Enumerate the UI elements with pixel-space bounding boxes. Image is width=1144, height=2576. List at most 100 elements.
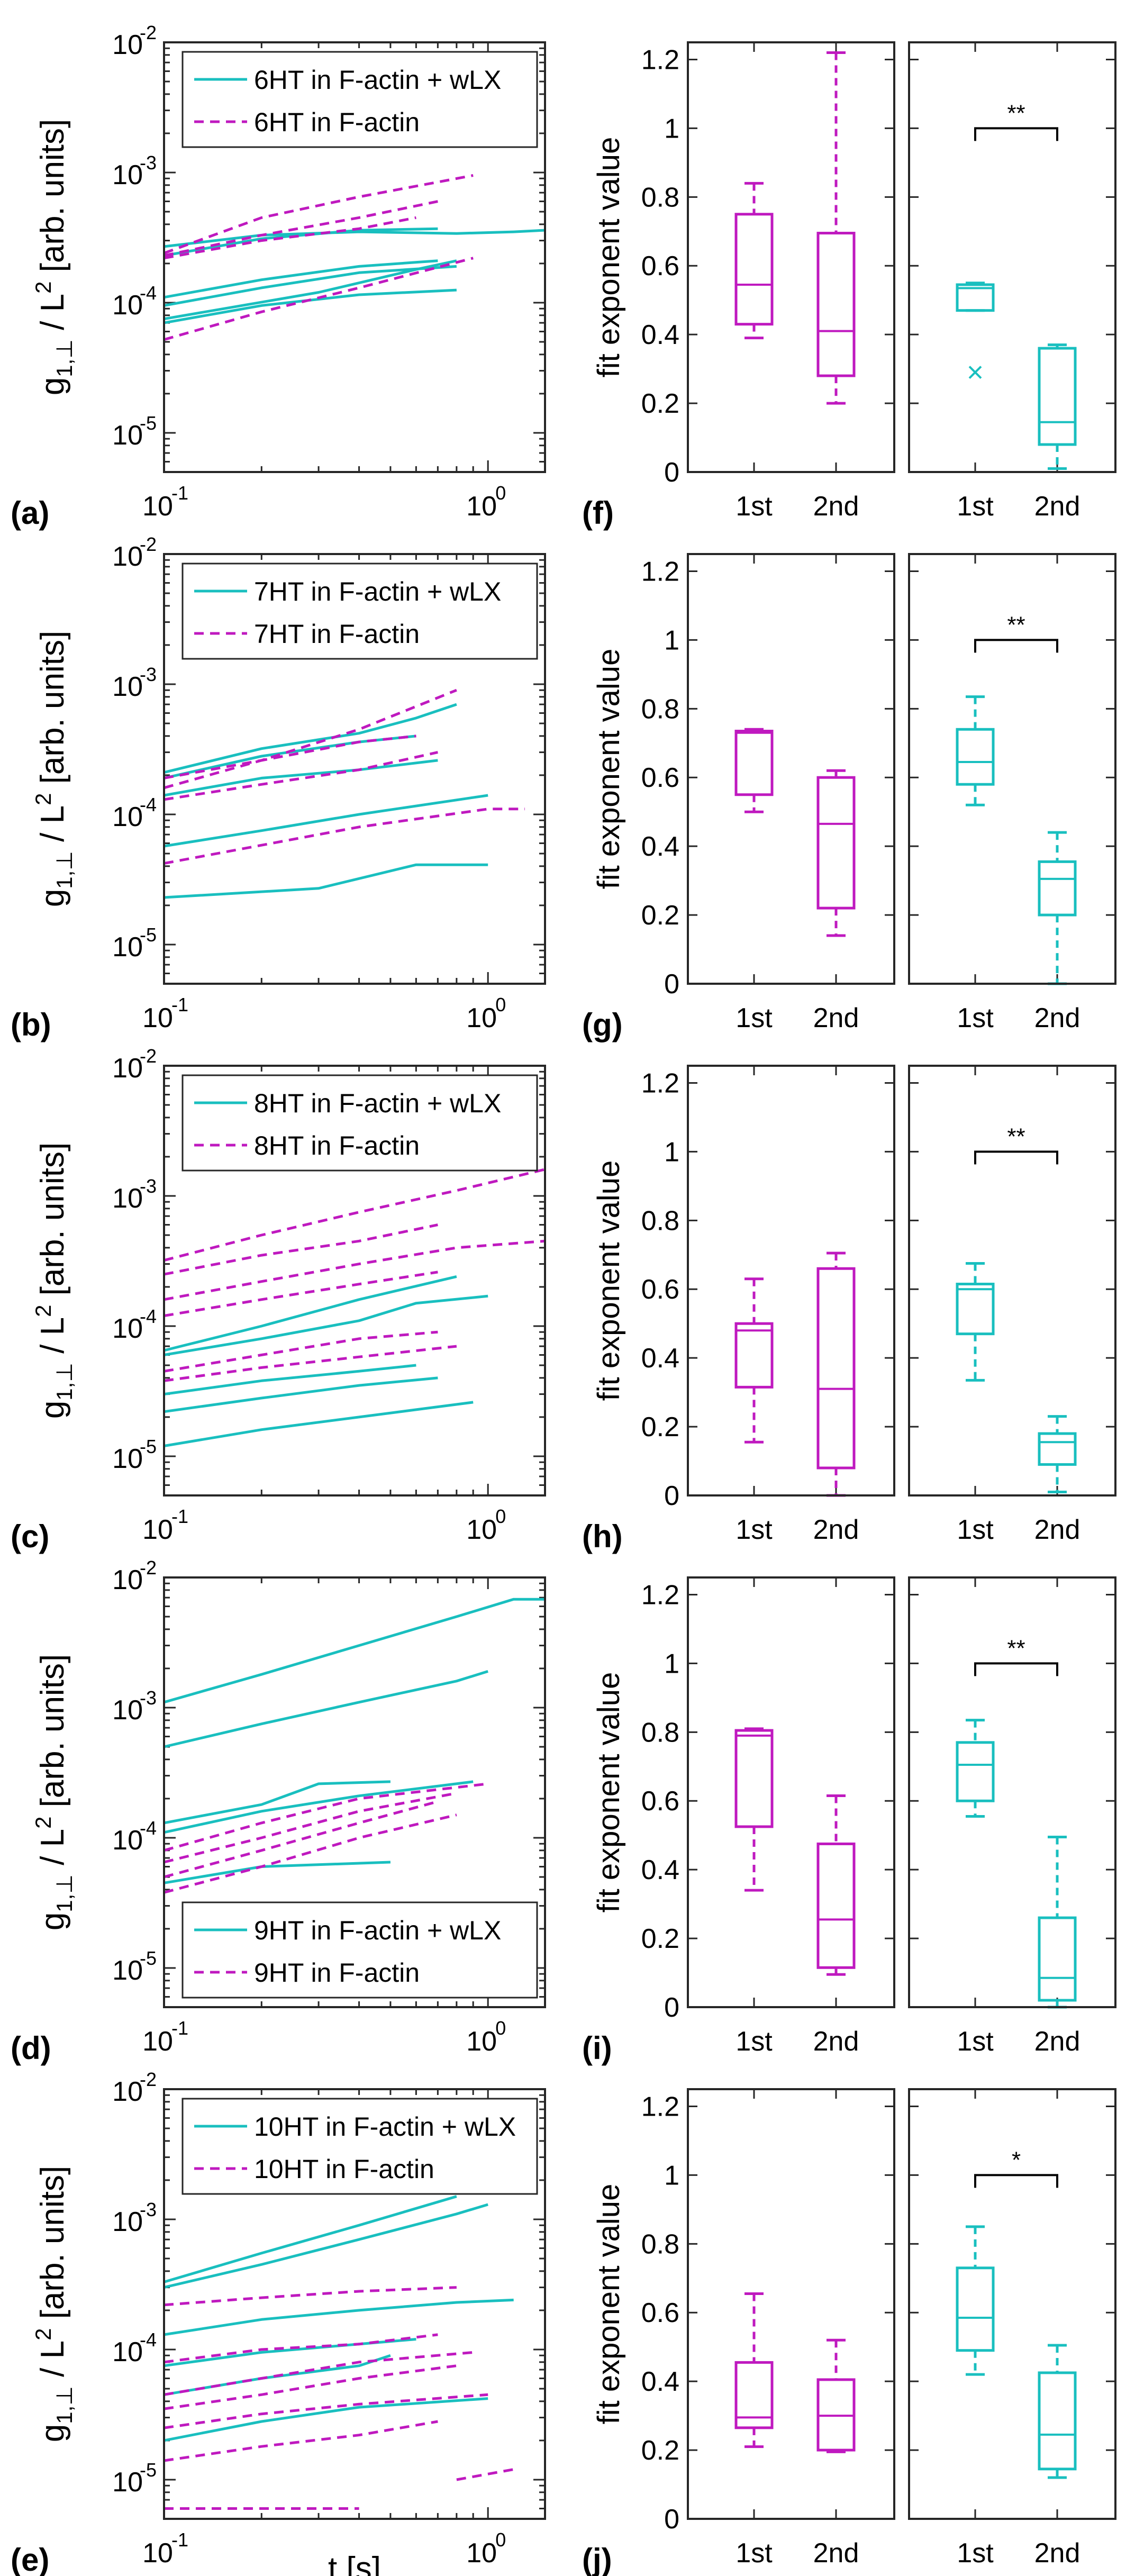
x-tick-exponent: 0 [495,994,506,1015]
y-axis-label-part: 2 [31,1305,56,1317]
panel-label: (f) [582,495,614,531]
y-axis-label-part: 2 [31,282,56,294]
y-axis-label-part: g [34,377,71,395]
series-line [164,1782,488,1852]
y-axis-label-part: 1,⊥ [52,1363,77,1401]
box-iqr [734,1322,774,1389]
x-tick-label: 1st [736,2026,773,2057]
box [1038,831,1077,985]
box [1038,1415,1077,1494]
x-tick-label: 2nd [1034,1514,1081,1545]
box-iqr [956,1282,995,1336]
series-line [164,1275,457,1352]
y-axis-label-part: 2 [31,1817,56,1829]
panel-label: (c) [11,1519,49,1554]
series-line [164,1294,488,1356]
significance-stars: ** [1007,1635,1025,1661]
x-tick-label: 10 [142,491,173,522]
axis-ticks [909,2089,1115,2520]
y-axis-label-part: / L [34,1317,71,1363]
series-line [164,259,438,299]
series-line [164,1780,474,1834]
y-tick-label: 1.2 [641,556,679,587]
x-tick-label: 10 [142,2026,173,2057]
x-tick-label: 2nd [813,1514,859,1545]
significance-bracket [974,1150,1058,1165]
y-tick-label: 10 [112,420,143,451]
box [956,2225,995,2376]
y-tick-label: 10 [112,541,143,572]
series-line [164,2338,416,2368]
significance-bracket [974,1662,1058,1676]
y-tick-label: 0.2 [641,2435,679,2466]
significance-stars: ** [1007,1123,1025,1149]
x-tick-exponent: -1 [171,2017,188,2039]
y-axis-label-part: g [34,889,71,907]
y-axis-label-part: 1,⊥ [52,1874,77,1912]
box [734,2292,774,2448]
y-tick-exponent: -5 [140,924,157,946]
y-tick-label: 10 [112,802,143,832]
x-tick-exponent: 0 [495,482,506,504]
box-chart-h: 1st 2nd 1st 2nd ** 0 0.2 0.4 0.6 0.8 1 1.2 fit expon… [582,1065,1116,1554]
series-line [164,2393,488,2429]
y-tick-label: 0.8 [641,2229,679,2260]
series-line [164,1800,439,1879]
y-tick-label: 1 [664,625,679,656]
series-line [456,2468,514,2481]
legend-box [181,1901,538,1999]
box-iqr [734,2361,774,2429]
x-tick-exponent: -1 [171,482,188,504]
x-tick-label: 2nd [813,491,859,522]
y-tick-label: 10 [112,1695,143,1726]
y-axis-label-part: [arb. units] [34,1654,71,1817]
plot-frame [908,41,1116,473]
y-tick-label: 0.6 [641,763,679,793]
boxplot-group-magenta: 1st 2nd [687,1065,895,1545]
y-axis-label: fit exponent value [592,1672,626,1913]
y-tick-exponent: -4 [140,1817,157,1839]
y-axis-label: g1,⊥ / L2 [arb. units] [31,2166,77,2442]
box [816,769,856,937]
y-axis-label: fit exponent value [592,137,626,378]
y-tick-label: 0.6 [641,2298,679,2328]
legend: 10HT in F-actin + wLX 10HT in F-actin [181,2098,538,2195]
plot-frame [163,1576,546,2008]
x-tick-label: 2nd [813,1003,859,1033]
axis-ticks [688,554,894,985]
x-tick-label: 10 [466,1003,497,1033]
box [816,51,856,405]
series-line [164,703,457,774]
x-tick-label: 2nd [813,2026,859,2057]
significance-bracket [974,2174,1058,2188]
series-line [164,257,474,341]
y-tick-exponent: -3 [140,2199,157,2220]
axis-ticks [688,42,894,473]
x-tick-label: 2nd [1034,2026,1081,2057]
x-tick-exponent: 0 [495,2529,506,2551]
boxplot-group-cyan: 1st 2nd * [908,2088,1116,2569]
x-tick-exponent: -1 [171,2529,188,2551]
series-line [164,1364,416,1396]
boxplot-group-cyan: 1st 2nd ** [908,41,1116,522]
y-tick-label: 10 [112,932,143,963]
box [734,728,774,813]
y-axis-label-part: [arb. units] [34,1142,71,1305]
panel-label: (g) [582,1007,623,1042]
plot-frame [908,553,1116,985]
x-tick-label: 1st [957,2026,994,2057]
plot-frame [687,553,895,985]
series-line [164,259,457,321]
y-tick-label: 0.6 [641,251,679,282]
x-tick-label: 2nd [1034,2538,1081,2569]
legend-label: 7HT in F-actin + wLX [254,577,501,606]
y-tick-label: 0.4 [641,320,679,350]
x-tick-label: 1st [957,1514,994,1545]
significance-stars: ** [1007,612,1025,638]
series-line [164,794,488,848]
box [816,1794,856,1976]
y-tick-exponent: -2 [140,22,157,43]
y-tick-label: 1.2 [641,1068,679,1099]
axis-ticks [163,553,545,984]
